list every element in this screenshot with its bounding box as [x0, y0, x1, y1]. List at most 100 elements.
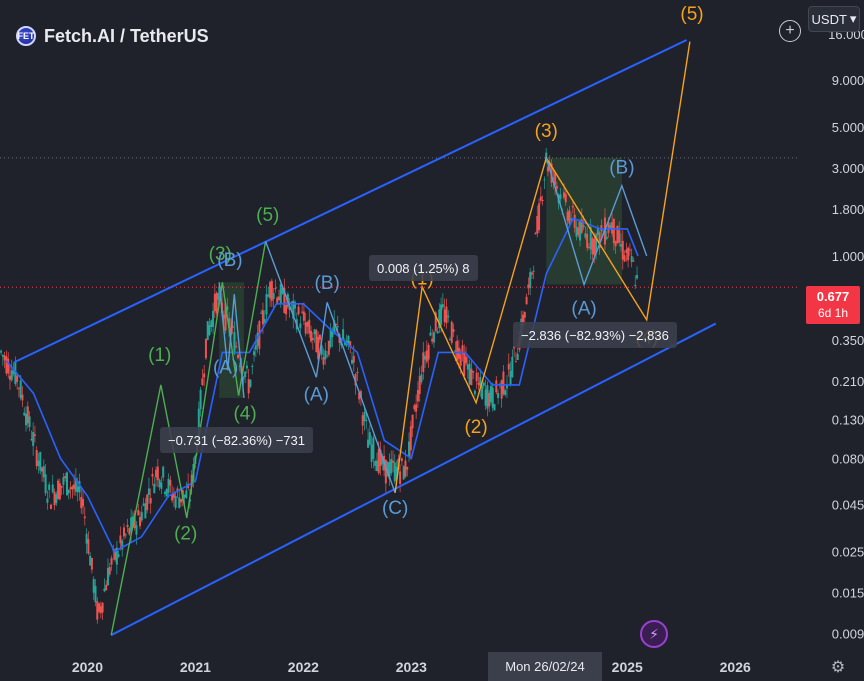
candle-body: [251, 365, 254, 367]
candle-body: [361, 415, 364, 426]
candle-body: [327, 340, 330, 355]
candle-body: [269, 282, 272, 299]
measure-text: −2.836 (−82.93%) −2,836: [521, 327, 669, 343]
candle-body: [244, 371, 247, 378]
candle-body: [448, 339, 451, 341]
x-tick-label: 2023: [396, 659, 427, 675]
candle-body: [85, 533, 88, 544]
y-tick-label: 0.210: [832, 374, 864, 389]
candle-body: [288, 307, 291, 310]
candle-body: [475, 372, 478, 382]
candle-body: [114, 549, 117, 560]
candle-body: [3, 355, 6, 361]
candle-body: [593, 238, 596, 256]
candle-body: [254, 345, 257, 350]
candle-body: [575, 226, 578, 237]
candle-body: [358, 392, 361, 400]
wave-label: (B): [609, 157, 634, 178]
candle-body: [334, 323, 337, 325]
candle-body: [596, 226, 599, 235]
candle-body: [447, 315, 450, 318]
candle-body: [434, 312, 437, 331]
candle-body: [267, 294, 270, 297]
y-tick-label: 0.009: [832, 626, 864, 641]
candle-body: [359, 391, 362, 399]
candle-body: [320, 345, 323, 355]
wave-path-orange-3: [394, 41, 691, 493]
candle-body: [399, 471, 402, 485]
candle-body: [377, 448, 380, 473]
candle-body: [32, 432, 35, 446]
candle-body: [69, 487, 72, 490]
candle-body: [21, 394, 24, 401]
candle-body: [570, 218, 573, 221]
candle-body: [87, 538, 90, 554]
candle-body: [489, 385, 492, 403]
candle-body: [83, 516, 86, 519]
candle-body: [566, 211, 569, 221]
candle-body: [190, 474, 193, 487]
candle-body: [349, 341, 352, 348]
settings-gear-icon[interactable]: ⚙: [830, 659, 846, 676]
candle-body: [562, 192, 565, 198]
current-price-badge: 0.677 6d 1h: [806, 286, 860, 324]
candle-body: [379, 449, 382, 467]
candle-body: [393, 462, 396, 482]
candle-body: [530, 272, 533, 275]
add-indicator-button[interactable]: +: [779, 20, 801, 42]
candle-body: [598, 232, 601, 248]
candle-body: [144, 503, 147, 519]
candle-body: [352, 356, 355, 363]
candle-body: [285, 305, 288, 315]
candle-body: [30, 439, 33, 441]
currency-selector[interactable]: USDT ▾: [808, 6, 860, 32]
candle-body: [424, 355, 427, 360]
candle-body: [333, 320, 336, 334]
measure-text: 0.008 (1.25%) 8: [377, 260, 470, 276]
candle-body: [108, 566, 111, 575]
candle-body: [171, 494, 174, 501]
candle-body: [351, 359, 354, 364]
candle-body: [507, 363, 510, 370]
candle-body: [297, 306, 300, 315]
candle-body: [64, 476, 67, 479]
candle-body: [310, 330, 313, 342]
fetch-ai-logo-icon: FET: [16, 26, 36, 46]
candle-body: [142, 503, 145, 506]
candle-body: [176, 488, 179, 491]
candle-body: [37, 460, 40, 467]
candle-body: [573, 214, 576, 228]
candle-body: [5, 356, 8, 374]
y-tick-label: 0.015: [832, 585, 864, 600]
candle-body: [158, 479, 161, 488]
candle-body: [253, 351, 256, 356]
candle-body: [509, 370, 512, 385]
candle-body: [461, 345, 464, 355]
candle-body: [616, 225, 619, 244]
wave-label: (1): [148, 345, 171, 366]
candle-body: [245, 365, 248, 369]
candle-body: [35, 450, 38, 467]
candle-body: [151, 474, 154, 477]
candle-body: [279, 284, 282, 304]
candle-body: [552, 177, 555, 180]
candle-body: [395, 466, 398, 480]
lightning-icon[interactable]: ⚡: [640, 620, 668, 648]
candle-body: [274, 288, 277, 290]
time-axis-panel: [0, 652, 800, 681]
candle-body: [201, 378, 204, 386]
symbol-title[interactable]: FET Fetch.AI / TetherUS: [16, 22, 209, 50]
candle-body: [172, 492, 175, 498]
candle-body: [579, 220, 582, 241]
candle-interval: 6d 1h: [817, 306, 849, 320]
candle-body: [465, 356, 468, 364]
candle-body: [402, 466, 405, 480]
candle-body: [411, 414, 414, 429]
candle-body: [591, 238, 594, 255]
x-tick-label: 2020: [72, 659, 103, 675]
candle-body: [468, 363, 471, 385]
candle-body: [76, 486, 79, 493]
currency-label: USDT: [811, 11, 847, 27]
